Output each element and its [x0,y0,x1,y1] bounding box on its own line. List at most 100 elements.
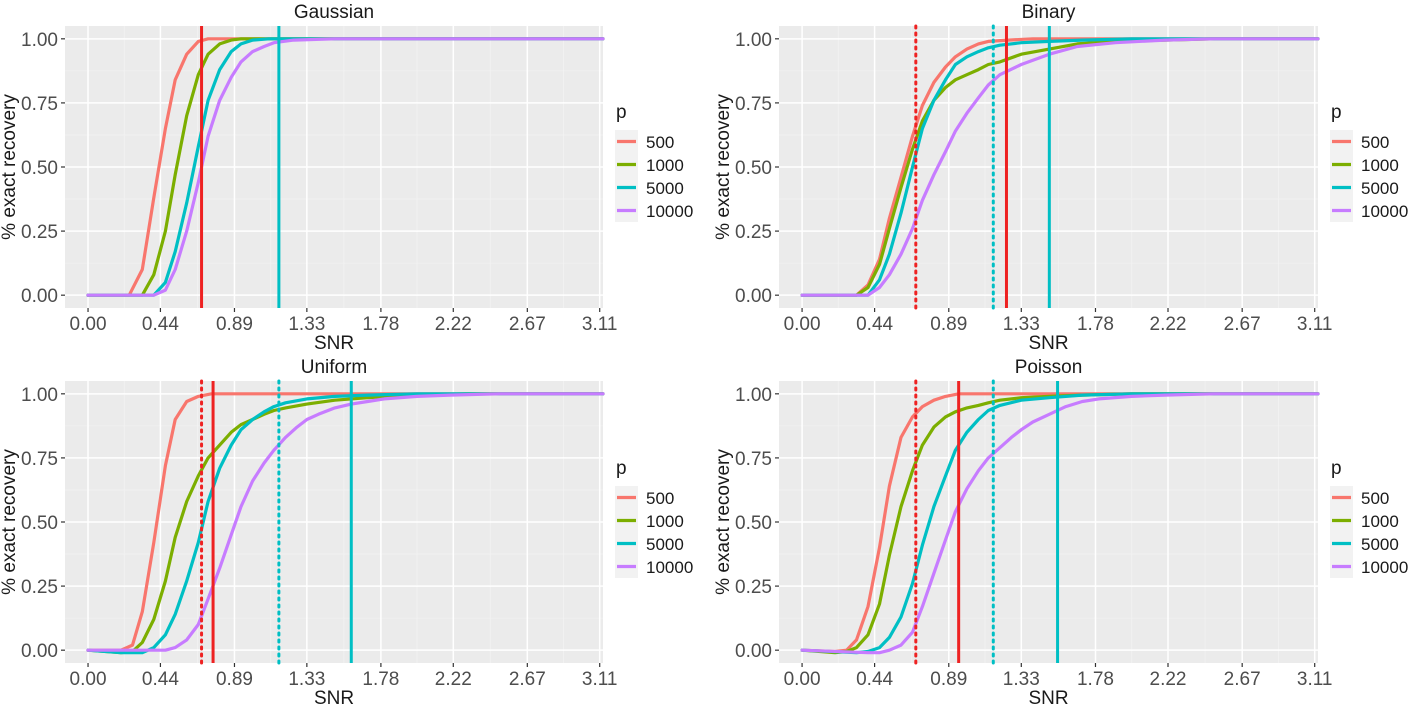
legend-label: 1000 [646,156,684,175]
x-tick-label: 0.44 [142,314,179,335]
y-tick-label: 0.00 [735,286,772,307]
series-line-500 [86,37,605,297]
y-tick-label: 0.75 [735,94,772,115]
x-tick-label: 2.22 [1150,314,1187,335]
legend-label: 500 [646,133,674,152]
x-axis-title: SNR [314,688,354,709]
series-line-500 [800,392,1320,654]
x-tick-label: 0.00 [784,314,821,335]
x-tick-label: 0.00 [784,669,821,690]
panel-title: Gaussian [294,2,374,23]
x-tick-label: 3.11 [582,669,618,690]
legend-label: 500 [1361,133,1389,152]
chart-panel-poisson: 0.00 0.25 0.50 0.75 1.00 0.00 0.44 0.89 1.33 1.78… [713,357,1408,709]
x-tick-label: 1.33 [1003,669,1040,690]
y-tick-label: 0.75 [21,94,58,115]
y-axis-title: % exact recovery [0,449,20,595]
chart-panel-binary: 0.00 0.25 0.50 0.75 1.00 0.00 0.44 0.89 1.33 1.78… [713,2,1408,354]
x-tick-label: 1.33 [288,669,325,690]
x-axis-title: SNR [1028,688,1068,709]
series-line-1000 [800,37,1320,297]
y-tick-label: 0.50 [21,513,58,534]
y-tick-label: 0.25 [21,222,58,243]
series-line-5000 [86,37,605,297]
series-line-5000 [800,392,1320,655]
x-tick-label: 0.89 [216,669,253,690]
legend-label: 10000 [1361,202,1408,221]
x-tick-label: 1.33 [288,314,325,335]
x-tick-label: 0.44 [856,669,893,690]
legend-label: 5000 [646,179,684,198]
x-tick-label: 1.78 [362,669,399,690]
y-tick-label: 0.75 [21,449,58,470]
x-tick-label: 2.67 [1224,669,1261,690]
legend-label: 10000 [646,558,693,577]
x-tick-label: 0.00 [70,314,107,335]
y-tick-label: 1.00 [735,385,772,406]
legend-label: 5000 [1361,535,1399,554]
series-line-1000 [86,37,605,297]
legend-label: 500 [1361,489,1389,508]
legend-title: p [616,102,627,123]
panel-title: Poisson [1015,357,1083,378]
legend: p 500 1000 5000 10000 [615,102,693,222]
y-tick-label: 0.25 [735,577,772,598]
legend-label: 1000 [646,512,684,531]
x-axis-title: SNR [314,333,354,354]
legend: p 500 1000 5000 10000 [1330,458,1408,578]
x-tick-label: 1.78 [1077,314,1114,335]
x-tick-label: 2.67 [509,669,546,690]
series-line-10000 [800,392,1320,655]
y-tick-label: 0.50 [735,158,772,179]
y-tick-label: 0.50 [21,158,58,179]
panel-title: Binary [1022,2,1076,23]
legend-label: 10000 [646,202,693,221]
x-tick-label: 0.89 [930,314,967,335]
x-tick-label: 0.00 [70,669,107,690]
series-line-10000 [800,37,1320,297]
legend-title: p [1331,102,1342,123]
chart-panel-uniform: 0.00 0.25 0.50 0.75 1.00 0.00 0.44 0.89 1.33 1.78… [0,357,693,709]
x-tick-label: 0.89 [930,669,967,690]
x-tick-label: 2.22 [1150,669,1187,690]
x-tick-label: 0.89 [216,314,253,335]
series-line-10000 [86,392,605,652]
y-tick-label: 1.00 [735,30,772,51]
chart-panel-gaussian: 0.00 0.25 0.50 0.75 1.00 0.00 0.44 0.89 1.33 1.78… [0,2,693,354]
x-tick-label: 2.67 [509,314,546,335]
x-tick-label: 3.11 [1297,314,1333,335]
y-tick-label: 0.75 [735,449,772,470]
legend-label: 1000 [1361,156,1399,175]
y-axis-title: % exact recovery [713,94,734,240]
series-line-500 [800,37,1320,297]
panel-title: Uniform [301,357,368,378]
y-tick-label: 0.25 [21,577,58,598]
x-tick-label: 0.44 [142,669,179,690]
x-tick-label: 0.44 [856,314,893,335]
x-tick-label: 3.11 [582,314,618,335]
x-tick-label: 2.22 [435,314,472,335]
x-tick-label: 2.22 [435,669,472,690]
legend-title: p [1331,458,1342,479]
legend-label: 1000 [1361,512,1399,531]
legend-label: 5000 [1361,179,1399,198]
y-axis-title: % exact recovery [0,94,20,240]
x-axis-title: SNR [1028,333,1068,354]
legend-title: p [616,458,627,479]
series-line-10000 [86,37,605,297]
legend-label: 5000 [646,535,684,554]
y-tick-label: 0.00 [735,641,772,662]
x-tick-label: 3.11 [1297,669,1333,690]
legend: p 500 1000 5000 10000 [615,458,693,578]
y-axis-title: % exact recovery [713,449,734,595]
y-tick-label: 0.00 [21,286,58,307]
legend-label: 10000 [1361,558,1408,577]
x-tick-label: 2.67 [1224,314,1261,335]
y-tick-label: 1.00 [21,385,58,406]
legend-label: 500 [646,489,674,508]
series-line-5000 [86,392,605,655]
y-tick-label: 0.00 [21,641,58,662]
y-tick-label: 0.50 [735,513,772,534]
